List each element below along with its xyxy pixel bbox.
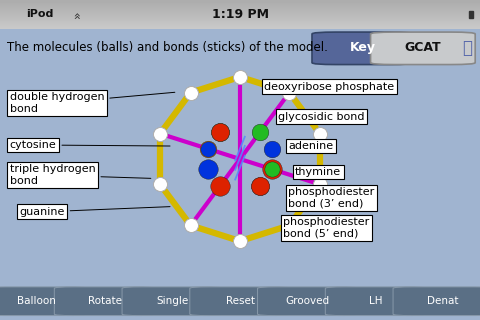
Text: »: » [70,10,84,18]
FancyBboxPatch shape [0,287,87,316]
Text: Denat: Denat [428,296,459,306]
Text: The molecules (balls) and bonds (sticks) of the model.: The molecules (balls) and bonds (sticks)… [7,41,328,54]
Text: guanine: guanine [19,207,170,217]
FancyBboxPatch shape [190,287,290,316]
Text: deoxyribose phosphate: deoxyribose phosphate [264,82,394,92]
FancyBboxPatch shape [258,287,358,316]
Text: double hydrogen
bond: double hydrogen bond [10,92,175,114]
Text: LH: LH [369,296,382,306]
Text: GCAT: GCAT [405,41,441,54]
Text: glycosidic bond: glycosidic bond [278,112,365,122]
Text: cytosine: cytosine [10,140,170,150]
FancyBboxPatch shape [430,5,479,24]
Text: Grooved: Grooved [286,296,330,306]
FancyBboxPatch shape [54,287,155,316]
Bar [469,11,473,18]
FancyBboxPatch shape [371,32,475,65]
FancyBboxPatch shape [393,287,480,316]
Text: Key: Key [350,41,376,54]
Text: triple hydrogen
bond: triple hydrogen bond [10,164,151,186]
Text: thymine: thymine [295,167,341,177]
Text: Single: Single [156,296,188,306]
Text: phosphodiester
bond (5’ end): phosphodiester bond (5’ end) [283,217,370,239]
Text: Balloon: Balloon [17,296,56,306]
FancyBboxPatch shape [122,287,222,316]
Text: ⓘ: ⓘ [463,39,472,57]
Text: phosphodiester
bond (3’ end): phosphodiester bond (3’ end) [288,187,374,209]
Text: iPod: iPod [26,9,54,19]
Text: adenine: adenine [288,141,333,151]
Text: Rotate: Rotate [87,296,121,306]
Text: Reset: Reset [226,296,254,306]
FancyBboxPatch shape [325,287,426,316]
FancyBboxPatch shape [312,32,414,65]
Text: 1:19 PM: 1:19 PM [212,8,268,20]
